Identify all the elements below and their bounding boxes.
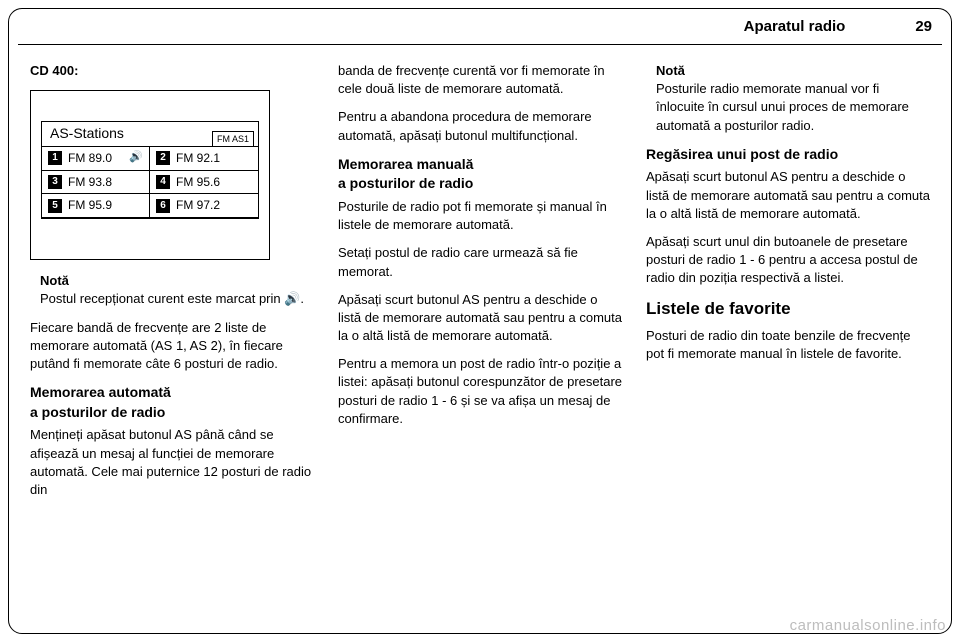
station-label: FM 95.9 bbox=[68, 197, 112, 214]
paragraph: banda de frecvențe curentă vor fi memora… bbox=[338, 62, 622, 98]
subheading-line: Memorarea manuală bbox=[338, 156, 473, 172]
station-label: FM 92.1 bbox=[176, 150, 220, 167]
paragraph: Setați postul de radio care urmează să f… bbox=[338, 244, 622, 280]
display-title: AS-Stations bbox=[46, 122, 128, 146]
content-columns: CD 400: AS-Stations FM AS1 1 FM 89.0 🔊 2… bbox=[30, 62, 930, 592]
note-block: Notă Posturile radio memorate manual vor… bbox=[656, 62, 930, 135]
subheading: Memorarea manuală a posturilor de radio bbox=[338, 155, 622, 194]
station-cell-1: 1 FM 89.0 🔊 bbox=[42, 147, 150, 171]
station-preset-number: 6 bbox=[156, 199, 170, 213]
note-text: Postul recepționat curent este marcat pr… bbox=[40, 291, 304, 306]
paragraph: Apăsați scurt butonul AS pentru a deschi… bbox=[338, 291, 622, 346]
note-label: Notă bbox=[656, 62, 930, 80]
station-cell-6: 6 FM 97.2 bbox=[150, 194, 258, 218]
cd-label: CD 400: bbox=[30, 62, 314, 80]
paragraph: Pentru a memora un post de radio într-o … bbox=[338, 355, 622, 428]
subheading: Memorarea automată a posturilor de radio bbox=[30, 383, 314, 422]
subheading-line: a posturilor de radio bbox=[338, 175, 473, 191]
station-preset-number: 4 bbox=[156, 175, 170, 189]
station-cell-5: 5 FM 95.9 bbox=[42, 194, 150, 218]
column-3: Notă Posturile radio memorate manual vor… bbox=[646, 62, 930, 592]
subheading: Regăsirea unui post de radio bbox=[646, 145, 930, 165]
display-station-grid: 1 FM 89.0 🔊 2 FM 92.1 3 FM 93.8 4 bbox=[42, 146, 258, 218]
header-page-number: 29 bbox=[915, 18, 932, 35]
paragraph: Pentru a abandona procedura de memorare … bbox=[338, 108, 622, 144]
column-2: banda de frecvențe curentă vor fi memora… bbox=[338, 62, 622, 592]
station-label: FM 97.2 bbox=[176, 197, 220, 214]
paragraph: Posturile de radio pot fi memorate și ma… bbox=[338, 198, 622, 234]
subheading-line: Memorarea automată bbox=[30, 384, 171, 400]
station-preset-number: 3 bbox=[48, 175, 62, 189]
station-preset-number: 2 bbox=[156, 151, 170, 165]
header-rule bbox=[18, 44, 942, 45]
display-band-label: FM AS1 bbox=[212, 131, 254, 147]
header-title: Aparatul radio bbox=[744, 18, 846, 35]
speaker-icon: 🔊 bbox=[129, 150, 143, 165]
station-preset-number: 5 bbox=[48, 199, 62, 213]
subheading-line: a posturilor de radio bbox=[30, 404, 165, 420]
display-title-row: AS-Stations FM AS1 bbox=[42, 122, 258, 146]
station-cell-4: 4 FM 95.6 bbox=[150, 171, 258, 195]
watermark: carmanualsonline.info bbox=[790, 617, 946, 634]
note-text: Posturile radio memorate manual vor fi î… bbox=[656, 81, 909, 132]
station-label: FM 89.0 bbox=[68, 150, 112, 167]
column-1: CD 400: AS-Stations FM AS1 1 FM 89.0 🔊 2… bbox=[30, 62, 314, 592]
note-block: Notă Postul recepționat curent este marc… bbox=[40, 272, 314, 308]
paragraph: Mențineți apăsat butonul AS până când se… bbox=[30, 426, 314, 499]
paragraph: Apăsați scurt unul din butoanele de pres… bbox=[646, 233, 930, 288]
page-header: Aparatul radio 29 bbox=[8, 8, 952, 44]
station-label: FM 95.6 bbox=[176, 174, 220, 191]
station-cell-2: 2 FM 92.1 bbox=[150, 147, 258, 171]
paragraph: Apăsați scurt butonul AS pentru a deschi… bbox=[646, 168, 930, 223]
section-heading: Listele de favorite bbox=[646, 297, 930, 321]
station-cell-3: 3 FM 93.8 bbox=[42, 171, 150, 195]
station-label: FM 93.8 bbox=[68, 174, 112, 191]
paragraph: Fiecare bandă de frecvențe are 2 liste d… bbox=[30, 319, 314, 374]
paragraph: Posturi de radio din toate benzile de fr… bbox=[646, 327, 930, 363]
station-preset-number: 1 bbox=[48, 151, 62, 165]
radio-display-figure: AS-Stations FM AS1 1 FM 89.0 🔊 2 FM 92.1 bbox=[30, 90, 270, 260]
note-label: Notă bbox=[40, 272, 314, 290]
radio-display-inner: AS-Stations FM AS1 1 FM 89.0 🔊 2 FM 92.1 bbox=[41, 121, 259, 219]
